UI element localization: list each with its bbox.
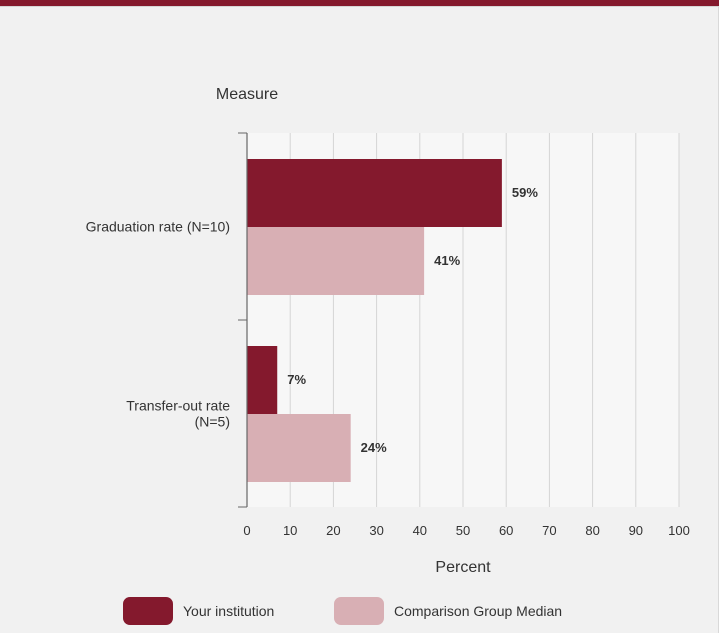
x-tick-label: 50 [456, 523, 470, 538]
top-accent-bar [0, 0, 719, 6]
legend: Your institution Comparison Group Median [0, 596, 719, 626]
legend-label: Your institution [183, 603, 275, 619]
bar [247, 414, 351, 482]
bar [247, 346, 278, 414]
data-label: 7% [287, 372, 306, 387]
axes: 0 10 20 30 40 50 60 70 80 90 100 Graduation rate (N… [86, 132, 690, 538]
legend-swatch [123, 597, 173, 625]
top-divider [0, 6, 719, 7]
category-label: Transfer-out rate [126, 398, 230, 414]
legend-swatch [334, 597, 384, 625]
x-tick-label: 70 [542, 523, 556, 538]
x-tick-label: 10 [283, 523, 297, 538]
x-tick-label: 60 [499, 523, 513, 538]
y-axis-title: Measure [216, 86, 278, 103]
data-label: 59% [512, 185, 538, 200]
x-tick-label: 90 [629, 523, 643, 538]
legend-item-comparison-group-median[interactable]: Comparison Group Median [334, 596, 562, 626]
bar [247, 227, 425, 295]
x-tick-label: 30 [369, 523, 383, 538]
x-tick-label: 80 [585, 523, 599, 538]
x-axis-title: Percent [435, 559, 491, 576]
legend-item-your-institution[interactable]: Your institution [123, 596, 274, 626]
x-tick-label: 40 [413, 523, 427, 538]
category-label: Graduation rate (N=10) [86, 219, 230, 235]
bars: 59% 41% 7% 24% [247, 159, 538, 482]
data-label: 24% [361, 440, 387, 455]
category-label: (N=5) [195, 414, 230, 430]
data-label: 41% [434, 253, 460, 268]
x-tick-label: 0 [243, 523, 250, 538]
x-tick-label: 20 [326, 523, 340, 538]
bar-chart: 59% 41% 7% 24% 0 10 20 30 40 50 60 70 80 90 100 Gradua… [86, 86, 690, 576]
bar [247, 159, 502, 227]
legend-label: Comparison Group Median [394, 603, 563, 619]
x-tick-label: 100 [668, 523, 690, 538]
